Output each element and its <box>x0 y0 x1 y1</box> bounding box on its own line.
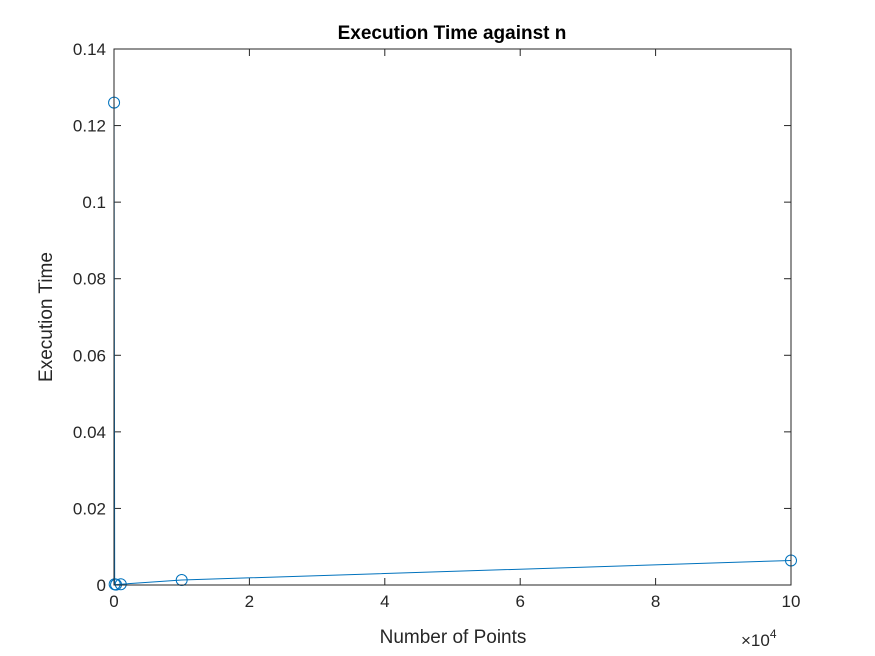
y-tick-label: 0.1 <box>82 193 106 212</box>
x-tick-label: 4 <box>380 592 389 611</box>
data-point-marker <box>175 574 188 587</box>
x-tick-label: 0 <box>109 592 118 611</box>
plot-area-background <box>114 49 791 585</box>
x-tick-label: 6 <box>515 592 524 611</box>
y-tick-label: 0.12 <box>73 117 106 136</box>
x-axis-exponent-base: ×10 <box>741 631 770 650</box>
data-point-marker <box>114 578 127 591</box>
y-axis-label: Execution Time <box>36 252 57 382</box>
x-axis-exponent-power: 4 <box>770 627 777 641</box>
y-tick-label: 0.02 <box>73 499 106 518</box>
y-tick-label: 0.08 <box>73 270 106 289</box>
plot-area-border <box>113 48 792 586</box>
y-tick-label: 0.14 <box>73 40 106 59</box>
chart-title: Execution Time against n <box>338 23 567 44</box>
x-axis-exponent: ×104 <box>741 627 777 650</box>
tick-labels-group: 0 2 4 6 8 10 0 0.02 0.04 0.06 0.08 0.1 0.12 0.14 <box>73 40 801 611</box>
y-tick-label: 0.04 <box>73 423 106 442</box>
y-tick-label: 0.06 <box>73 346 106 365</box>
series-line <box>113 102 792 586</box>
x-tick-label: 8 <box>651 592 660 611</box>
x-tick-label: 10 <box>782 592 801 611</box>
x-tick-label: 2 <box>245 592 254 611</box>
x-axis-label: Number of Points <box>380 627 527 648</box>
y-tick-label: 0 <box>97 576 106 595</box>
